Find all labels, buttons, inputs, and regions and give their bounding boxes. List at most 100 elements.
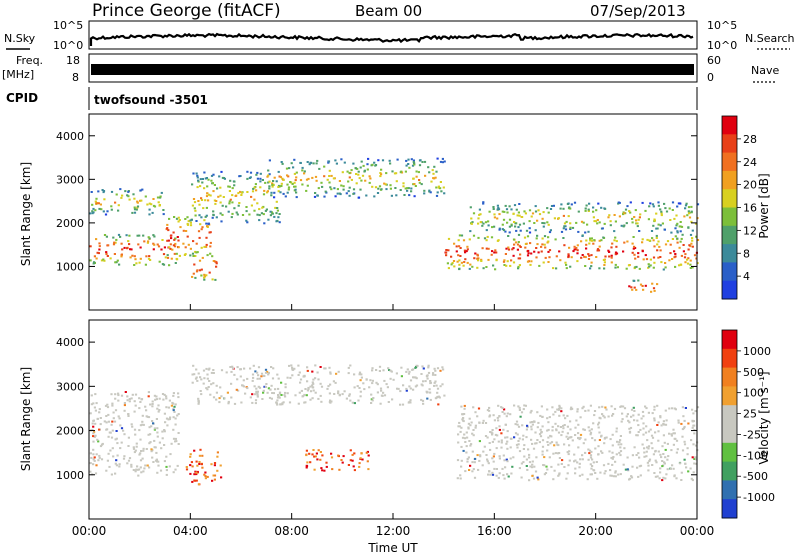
velocity-cell <box>628 477 632 480</box>
velocity-cell <box>605 436 608 439</box>
velocity-cell <box>152 461 155 463</box>
power-cell <box>157 201 160 204</box>
power-cell <box>633 279 636 282</box>
power-y-tick-label: 3000 <box>56 173 84 186</box>
power-cell <box>569 228 572 230</box>
power-cell <box>190 218 193 221</box>
power-cell <box>673 250 676 253</box>
power-cell <box>204 199 207 202</box>
velocity-cell <box>93 406 96 409</box>
power-cell <box>147 257 151 260</box>
velocity-cell <box>498 428 501 431</box>
power-cell <box>464 251 467 254</box>
velocity-cell <box>167 418 170 421</box>
power-cell <box>133 206 136 209</box>
velocity-cell <box>653 419 656 422</box>
power-cell <box>342 185 345 188</box>
velocity-cell <box>584 409 587 412</box>
power-cell <box>270 191 273 194</box>
velocity-cell <box>128 457 132 460</box>
velocity-cell <box>360 376 363 379</box>
power-cell <box>182 229 185 232</box>
power-cell <box>528 227 531 230</box>
power-cell <box>691 237 694 240</box>
velocity-cell <box>93 456 96 459</box>
power-cell <box>186 222 189 225</box>
power-cell <box>129 256 132 259</box>
power-cell <box>648 239 651 242</box>
velocity-cell <box>380 389 383 392</box>
power-cell <box>565 263 568 266</box>
power-cell <box>338 180 341 182</box>
power-cell <box>597 249 601 252</box>
velocity-cell <box>278 396 281 399</box>
velocity-cell <box>463 433 466 436</box>
velocity-cell <box>424 380 427 383</box>
velocity-cell <box>546 429 549 432</box>
power-cell <box>466 245 469 248</box>
velocity-cell <box>517 425 521 428</box>
velocity-cell <box>590 473 593 476</box>
power-cell <box>334 159 337 162</box>
velocity-cell <box>92 425 95 428</box>
power-cell <box>429 191 432 194</box>
velocity-cell <box>230 396 233 399</box>
velocity-cell <box>405 389 408 392</box>
velocity-cell <box>145 448 148 450</box>
power-cell <box>592 206 595 209</box>
power-cell <box>128 243 131 246</box>
velocity-cell <box>210 463 213 466</box>
power-cell <box>493 213 496 216</box>
x-tick-label: 04:00 <box>173 524 208 538</box>
power-cell <box>564 225 567 228</box>
power-cell <box>253 209 256 212</box>
power-cell <box>558 250 561 253</box>
velocity-cell <box>246 387 249 390</box>
power-cell <box>295 176 298 179</box>
velocity-cell <box>456 459 460 462</box>
velocity-cell <box>289 376 292 379</box>
velocity-cell <box>589 431 593 434</box>
velocity-cell <box>683 458 686 461</box>
power-cell <box>534 229 537 232</box>
velocity-cell <box>204 477 207 480</box>
power-cell <box>614 220 617 223</box>
velocity-cell <box>460 465 463 468</box>
velocity-cell <box>628 427 631 430</box>
velocity-cell <box>127 413 130 416</box>
velocity-cell <box>142 449 145 452</box>
power-cell <box>216 187 219 190</box>
velocity-cell <box>516 423 519 426</box>
power-cell <box>173 238 176 241</box>
power-cell <box>205 222 208 225</box>
velocity-cell <box>199 390 202 392</box>
velocity-cell <box>375 369 378 371</box>
power-cell <box>148 255 151 258</box>
power-cell <box>197 179 200 182</box>
power-cell <box>623 224 626 227</box>
velocity-cell <box>400 375 403 378</box>
velocity-cell <box>371 382 374 385</box>
velocity-cell <box>163 412 166 415</box>
power-cell <box>205 236 208 239</box>
velocity-cell <box>306 461 309 464</box>
velocity-cell <box>193 473 196 476</box>
power-cell <box>436 157 439 160</box>
velocity-cell <box>111 402 114 405</box>
velocity-cell <box>239 368 242 371</box>
velocity-cell <box>429 391 432 394</box>
velocity-cell <box>338 468 341 471</box>
velocity-cell <box>254 402 257 405</box>
power-cell <box>632 247 635 250</box>
power-cell <box>237 204 240 207</box>
velocity-cell <box>610 456 613 459</box>
power-cell <box>413 163 416 166</box>
power-cell <box>657 256 660 259</box>
power-cell <box>293 172 296 175</box>
power-cell <box>127 195 130 198</box>
power-cell <box>671 238 674 240</box>
power-cell <box>317 187 320 190</box>
velocity-cell <box>460 405 463 408</box>
velocity-cell <box>254 370 257 373</box>
velocity-cell <box>400 366 403 369</box>
